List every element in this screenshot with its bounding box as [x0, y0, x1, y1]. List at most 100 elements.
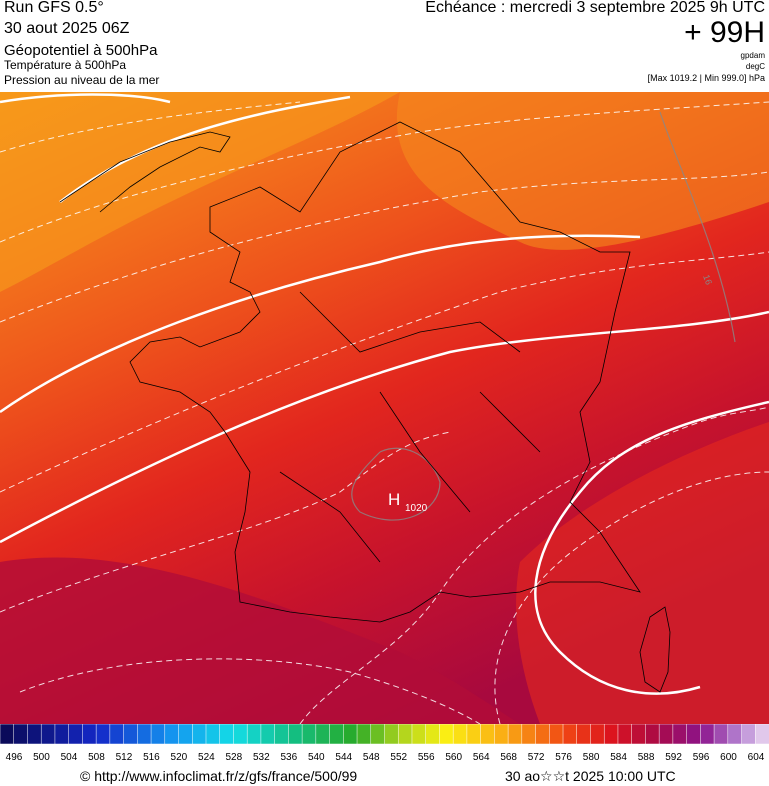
- scale-label: 580: [583, 752, 600, 763]
- color-swatch: [315, 724, 331, 745]
- color-swatch: [164, 724, 180, 745]
- coastlines-borders: [59, 121, 671, 693]
- color-scale: 496 500 504 508 512 516 520 524 528 532 536 540 544 5…: [0, 724, 769, 763]
- color-swatch: [535, 724, 551, 745]
- scale-label: 516: [143, 752, 160, 763]
- color-swatch: [205, 724, 221, 745]
- color-swatch: [549, 724, 564, 745]
- color-swatch: [672, 724, 688, 745]
- color-swatch: [700, 724, 715, 745]
- color-swatch: [631, 724, 647, 745]
- map: H 1020 16: [0, 92, 769, 724]
- color-swatch: [95, 724, 111, 745]
- color-swatch: [13, 724, 29, 745]
- color-swatch: [356, 724, 372, 745]
- color-swatch: [27, 724, 42, 745]
- scale-label: 584: [610, 752, 627, 763]
- scale-label: 560: [445, 752, 462, 763]
- color-swatch: [109, 724, 125, 745]
- color-swatch: [329, 724, 345, 745]
- scale-label: 544: [335, 752, 352, 763]
- color-swatch: [192, 724, 207, 745]
- scale-label: 508: [88, 752, 105, 763]
- scale-label: 548: [363, 752, 380, 763]
- color-swatch: [603, 724, 619, 745]
- field-label: Température à 500hPa: [4, 58, 127, 72]
- color-swatch: [686, 724, 702, 745]
- lead-time: + 99H: [684, 16, 765, 49]
- scale-label: 500: [33, 752, 50, 763]
- color-swatch: [260, 724, 276, 745]
- color-swatch: [233, 724, 248, 745]
- high-pressure-letter: H: [388, 490, 400, 509]
- scale-label: 528: [226, 752, 243, 763]
- temperature-band: [396, 92, 769, 250]
- color-swatch: [137, 724, 152, 745]
- scale-label: 536: [280, 752, 297, 763]
- color-swatch: [439, 724, 454, 745]
- scale-label: 496: [6, 752, 23, 763]
- color-swatch: [466, 724, 482, 745]
- color-swatch: [452, 724, 468, 745]
- color-swatch: [343, 724, 358, 745]
- scale-label: 604: [748, 752, 765, 763]
- scale-label: 556: [418, 752, 435, 763]
- scale-label: 592: [665, 752, 682, 763]
- scale-label: 504: [61, 752, 78, 763]
- color-swatch: [727, 724, 743, 745]
- run-title: Run GFS 0.5°: [4, 0, 104, 16]
- color-swatch: [54, 724, 70, 745]
- color-swatch: [68, 724, 84, 745]
- color-swatch: [741, 724, 757, 745]
- temperature-band: [0, 92, 400, 292]
- color-swatch: [274, 724, 290, 745]
- color-swatch: [425, 724, 441, 745]
- color-swatch: [123, 724, 139, 745]
- scale-label: 596: [693, 752, 710, 763]
- color-swatch: [590, 724, 605, 745]
- color-swatch: [246, 724, 262, 745]
- color-swatch: [494, 724, 509, 745]
- temperature-band: [516, 422, 769, 724]
- contour: [0, 310, 769, 544]
- color-swatch: [480, 724, 496, 745]
- color-swatch: [384, 724, 399, 745]
- color-swatch: [150, 724, 166, 745]
- scale-label: 512: [116, 752, 133, 763]
- pressure-range: [Max 1019.2 | Min 999.0] hPa: [647, 73, 765, 83]
- color-swatch: [411, 724, 427, 745]
- color-swatch: [755, 724, 769, 745]
- unit: gpdam: [740, 51, 765, 60]
- color-swatch: [301, 724, 317, 745]
- contour: [0, 234, 641, 414]
- color-swatch: [178, 724, 193, 745]
- field-label: Géopotentiel à 500hPa: [4, 42, 158, 59]
- color-swatch: [617, 724, 633, 745]
- contour-label: 16: [701, 273, 714, 286]
- color-swatch: [658, 724, 674, 745]
- scale-label: 576: [555, 752, 572, 763]
- color-swatch: [370, 724, 386, 745]
- contour: [59, 95, 351, 203]
- field-label: Pression au niveau de la mer: [4, 73, 160, 87]
- color-swatch: [576, 724, 592, 745]
- color-swatch: [219, 724, 235, 745]
- contour: [0, 93, 171, 104]
- valid-time: Echéance : mercredi 3 septembre 2025 9h …: [425, 0, 765, 16]
- generated-time: 30 ao☆☆t 2025 10:00 UTC: [505, 768, 676, 784]
- scale-label: 552: [390, 752, 407, 763]
- color-swatch: [521, 724, 537, 745]
- geopotential-contours: [0, 93, 769, 695]
- scale-label: 600: [720, 752, 737, 763]
- scale-label: 564: [473, 752, 490, 763]
- color-swatch: [507, 724, 523, 745]
- pressure-contours: [351, 111, 736, 521]
- run-date: 30 aout 2025 06Z: [4, 20, 130, 37]
- source-url: © http://www.infoclimat.fr/z/gfs/france/…: [80, 768, 358, 784]
- scale-label: 520: [171, 752, 188, 763]
- color-swatch: [397, 724, 413, 745]
- temperature-band: [0, 557, 520, 724]
- color-swatch: [562, 724, 578, 745]
- scale-label: 540: [308, 752, 325, 763]
